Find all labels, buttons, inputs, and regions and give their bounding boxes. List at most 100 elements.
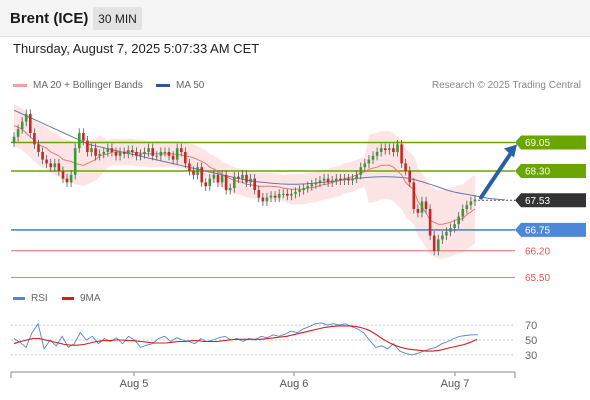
candle [180,143,183,157]
candle [441,231,444,244]
candle-body [461,209,465,217]
candle-body [453,224,456,228]
candle [171,151,175,165]
candle [122,147,126,159]
candle [147,143,150,157]
candle-body [143,152,146,154]
candle [371,151,375,165]
candle-body [294,191,297,194]
legend-ma50-label: MA 50 [176,80,205,91]
timeframe-badge[interactable]: 30 MIN [93,7,142,30]
candle-body [428,209,432,236]
candle [249,174,252,187]
candle [98,149,101,161]
price-label-0: 69.05 [515,135,586,150]
candle [188,158,191,176]
candle [416,204,420,218]
candle-body [351,178,354,181]
candle-body [224,174,228,190]
candle [135,147,138,161]
candle-body [114,152,118,156]
candle-body [57,163,61,171]
candle-body [363,163,367,168]
candle [24,109,28,127]
candle [16,124,20,142]
candle [20,117,24,134]
candle [131,145,134,157]
candle-body [241,174,244,179]
rsi-tick-label: 30 [525,350,537,362]
candle [29,109,32,138]
candle [33,128,36,149]
candle [57,158,61,176]
candle-body [388,148,391,151]
candle-body [273,195,277,198]
candle [41,147,44,165]
candle-body [371,155,375,160]
candle [428,204,432,241]
candle [82,128,85,146]
candle [396,139,399,157]
candle [326,174,330,187]
candle [355,170,358,184]
candle-body [33,133,36,145]
candle [220,170,224,187]
legend-rsi-ma: 9MA [62,293,101,304]
candle-body [432,235,436,251]
candle [224,170,228,195]
candle-body [457,216,460,225]
candle-body [245,174,248,183]
candle-body [347,178,350,181]
candle [367,155,371,168]
ma20-line [13,124,476,225]
candle [233,172,236,193]
candle [184,147,187,168]
candle [216,170,220,187]
candle-body [159,152,163,156]
candle-body [449,228,452,232]
candle-body [200,167,203,183]
candle-body [208,178,212,187]
candle-body [184,152,187,164]
candle [261,193,265,206]
rsi-series-9ma [13,325,478,352]
candle [94,143,97,161]
candle [343,174,346,186]
price-label-4: 66.20 [525,246,550,257]
candle-body [45,159,48,164]
rsi-ma-swatch [62,297,74,300]
candle-body [86,140,89,152]
candle-body [298,190,301,192]
candle [412,177,416,214]
candle [282,189,285,199]
candle-body [335,178,338,181]
candle-body [383,148,387,151]
candle [330,175,334,187]
candle-body [359,167,363,175]
candle-body [49,163,52,168]
candle-body [355,174,358,179]
candle [139,149,142,161]
candle-body [379,148,383,152]
candle [457,212,460,229]
candle-body [473,199,477,202]
candle-body [420,201,424,213]
candle [265,193,269,206]
candle-body [204,182,207,187]
legend-rsi: RSI [13,293,48,304]
price-label-text: 66.20 [525,246,550,257]
candle [465,200,469,214]
candle-body [131,150,134,152]
candle [379,143,383,157]
candle [126,145,130,159]
candle [212,170,216,184]
candle-body [314,182,318,185]
candle [208,174,212,191]
rsi-series-rsi [13,322,478,356]
rsi-tick-label: 50 [525,335,537,347]
candle-body [396,144,399,152]
price-label-bg [515,164,586,178]
candle [90,143,93,157]
candle-body [69,174,73,183]
